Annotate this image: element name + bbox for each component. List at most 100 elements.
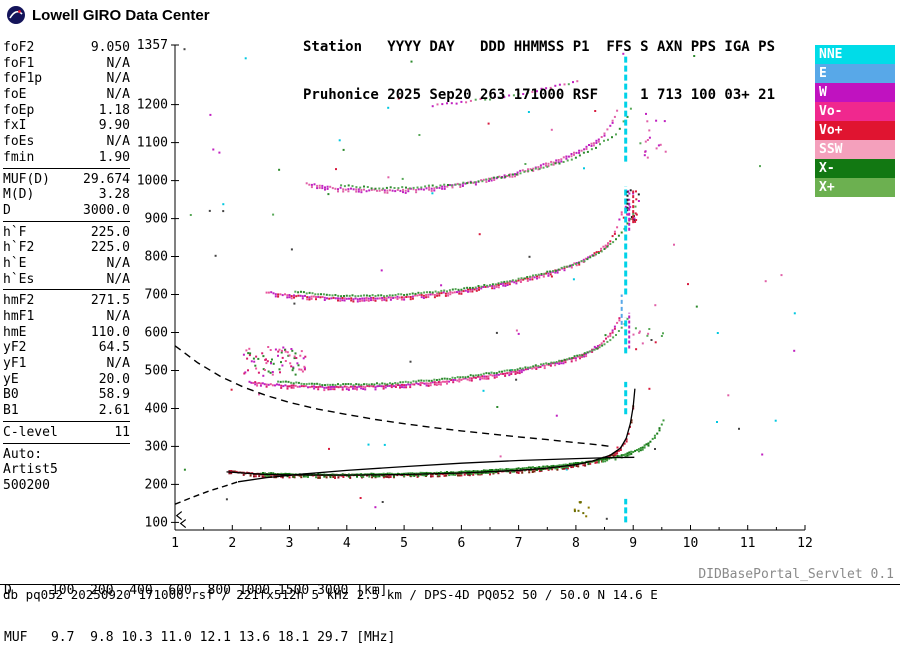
second-hop-o [435, 384, 438, 386]
fourth-hop-o [480, 179, 483, 182]
second-hop-o [349, 385, 352, 388]
second-hop-o [417, 383, 420, 386]
noise-echo [367, 443, 370, 446]
second-hop-x [568, 357, 571, 360]
second-hop-o [317, 386, 320, 389]
second-hop-x [404, 380, 407, 383]
f-trace-o-1st-hop [627, 432, 630, 435]
spread-f-blob [272, 362, 275, 365]
second-hop-x [532, 365, 535, 368]
echo-arrow-mark [175, 511, 183, 521]
f-trace-x-1st-hop [497, 468, 500, 471]
second-hop-o [574, 357, 577, 360]
f-trace-o-1st-hop [623, 442, 626, 445]
fourth-hop-o [324, 186, 326, 189]
f-trace-o-1st-hop [288, 476, 291, 479]
fourth-hop-x [374, 187, 377, 190]
second-hop-o [333, 386, 336, 388]
second-hop-o [339, 385, 342, 388]
f-trace-x-1st-hop [268, 474, 271, 477]
third-hop-x [503, 280, 506, 283]
fourth-hop-x [566, 159, 569, 162]
third-hop-o [495, 285, 498, 288]
legend-item-vo-minus: Vo- [815, 102, 895, 121]
noise-echo [764, 280, 767, 283]
fourth-hop-o [562, 156, 565, 159]
second-hop-x [287, 380, 290, 383]
y-tick-label: 600 [145, 326, 168, 341]
second-hop-o [609, 332, 612, 335]
f-trace-x-1st-hop [501, 468, 504, 471]
f-trace-x-1st-hop [566, 463, 569, 466]
f-trace-x-1st-hop [491, 469, 493, 471]
fourth-hop-o [417, 188, 420, 191]
f-trace-x-1st-hop [577, 462, 579, 464]
second-hop-o [374, 388, 377, 391]
fourth-hop-x [523, 170, 526, 173]
second-hop-o [352, 387, 354, 390]
second-hop-x [482, 372, 485, 375]
second-hop-o [524, 368, 527, 371]
spread-f-blob [266, 360, 269, 363]
fourth-hop-o [326, 187, 329, 190]
second-hop-o [554, 364, 557, 367]
third-hop-o [425, 294, 428, 296]
second-hop-o [345, 388, 348, 391]
spread-f-blob [294, 373, 297, 376]
fourth-hop-o [321, 187, 324, 190]
spread-f-blob [274, 348, 277, 351]
fourth-hop-o [415, 189, 418, 191]
second-hop-o [427, 382, 430, 385]
second-hop-x [303, 383, 306, 385]
param-value: 9.050 [90, 40, 130, 55]
second-hop-o [319, 385, 322, 388]
f-trace-x-1st-hop [388, 472, 391, 475]
second-hop-x [441, 377, 444, 380]
third-hop-o [478, 286, 480, 289]
f-trace-x-1st-hop [643, 444, 646, 447]
fourth-hop-x [443, 183, 446, 186]
second-hop-x [612, 336, 615, 339]
third-hop-o [343, 297, 346, 300]
second-hop-x [412, 380, 415, 383]
f-trace-x-1st-hop [460, 472, 463, 475]
f-trace-o-1st-hop [458, 474, 461, 477]
fifth-hop [563, 83, 566, 86]
param-value: 3.28 [98, 187, 130, 203]
third-hop-o [270, 291, 273, 294]
second-hop-o [309, 386, 311, 389]
f-trace-o-1st-hop [517, 472, 520, 474]
param-row-b1: B1 2.61 [3, 403, 130, 419]
noise-echo [374, 506, 377, 509]
fourth-hop-x [340, 184, 343, 187]
fourth-hop-x [574, 156, 577, 159]
fourth-hop-o [383, 189, 386, 192]
fourth-hop-o [352, 188, 355, 191]
third-hop-x [491, 283, 494, 286]
spread-f-blob [279, 371, 281, 374]
second-hop-x [578, 354, 581, 357]
fourth-hop-x [343, 185, 346, 188]
second-hop-x [571, 357, 574, 360]
third-hop-o [506, 281, 509, 284]
third-hop-o [456, 291, 458, 294]
second-hop-o [256, 382, 259, 385]
spread-f-blob [302, 357, 305, 360]
spread-f-blob [303, 368, 306, 371]
fifth-hop [479, 98, 482, 100]
second-hop-o [364, 388, 367, 391]
second-hop-x [511, 369, 514, 371]
param-value: 225.0 [90, 240, 130, 256]
third-hop-o [321, 296, 324, 298]
spread-f-blob [280, 351, 283, 354]
fourth-hop-o [402, 188, 404, 191]
third-hop-x [600, 250, 603, 253]
fourth-hop-o [350, 187, 352, 190]
second-hop-x [617, 330, 620, 332]
third-hop-o [323, 296, 326, 299]
f-trace-x-1st-hop [566, 466, 569, 469]
second-hop-o [415, 382, 418, 385]
second-hop-x [558, 359, 561, 362]
second-hop-x [566, 358, 568, 361]
fourth-hop-o [441, 185, 444, 188]
